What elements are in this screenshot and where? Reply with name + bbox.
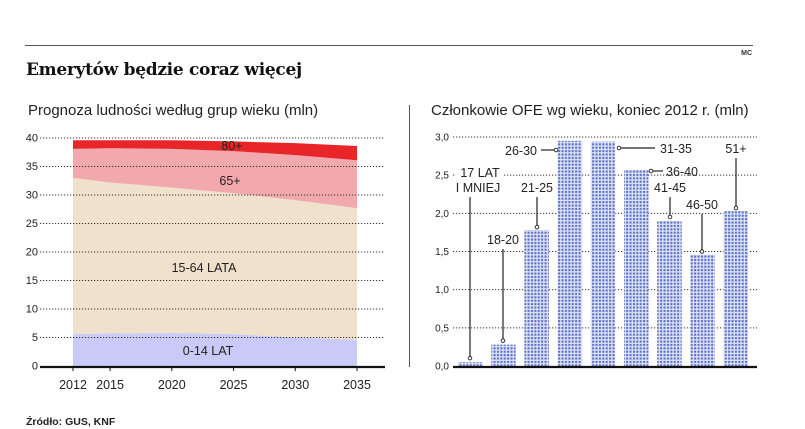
leader-dot [467, 355, 473, 361]
leader-dot [500, 338, 506, 343]
y-tick-label: 0 [32, 361, 38, 373]
area-80-plus [73, 140, 357, 161]
bar-4 [557, 140, 583, 366]
area-15-64 [73, 177, 357, 340]
bar-1 [458, 362, 483, 366]
leader-dot [667, 214, 673, 220]
bar-label: 41-45 [654, 181, 686, 195]
bar-label: 17 LAT [460, 166, 500, 180]
bar-5 [590, 141, 616, 366]
label-bg [456, 167, 504, 181]
leader-dot [648, 168, 654, 174]
bar-6 [624, 169, 649, 366]
bar-label: 46-50 [686, 198, 718, 212]
leader-dot [733, 205, 739, 211]
y-tick-label: 10 [26, 304, 38, 316]
bar-8 [690, 254, 715, 366]
bar-label: 18-20 [487, 233, 519, 247]
x-tick-label: 2025 [220, 378, 248, 392]
y-tick-label: 2,0 [435, 209, 449, 220]
bar-label: 51+ [725, 142, 746, 156]
author-credit: MC [741, 50, 752, 57]
bar-2 [491, 344, 516, 366]
left-chart-title: Prognoza ludności według grup wieku (mln… [28, 102, 319, 119]
y-tick-label: 3,0 [435, 133, 449, 144]
y-tick-label: 35 [26, 161, 38, 173]
bar-9 [723, 211, 749, 366]
area-0-14 [73, 332, 357, 366]
x-tick-label: 2012 [59, 378, 87, 392]
leader-dot [553, 147, 559, 153]
label-0-14: 0-14 LAT [183, 344, 234, 358]
y-tick-label: 25 [26, 218, 38, 230]
leader-dot [699, 249, 705, 254]
bar-label: 31-35 [660, 142, 692, 156]
y-tick-label: 30 [26, 190, 38, 202]
y-tick-label: 1,0 [435, 285, 449, 296]
y-tick-label: 2,5 [435, 171, 449, 182]
bar-label: 26-30 [505, 144, 537, 158]
right-chart-title: Członkowie OFE wg wieku, koniec 2012 r. … [431, 102, 749, 119]
x-tick-label: 2030 [281, 378, 309, 392]
bar-7 [657, 220, 682, 366]
chart-divider [409, 105, 410, 367]
label-65-plus: 65+ [219, 174, 240, 188]
x-tick-label: 2020 [158, 378, 186, 392]
bar-3 [524, 230, 549, 366]
y-tick-label: 0,0 [435, 362, 449, 373]
bar-label: I MNIEJ [456, 181, 500, 195]
source-note: Źródło: GUS, KNF [26, 416, 116, 428]
y-tick-label: 40 [26, 133, 38, 145]
leader-dot [534, 224, 540, 230]
bar-label: 36-40 [666, 165, 698, 179]
top-rule [25, 45, 753, 46]
y-tick-label: 5 [32, 332, 38, 344]
label-15-64: 15-64 LATA [172, 261, 238, 275]
x-tick-label: 2035 [343, 378, 371, 392]
label-80-plus: 80+ [221, 139, 242, 153]
bar-label: 21-25 [521, 181, 553, 195]
area-65-plus [73, 148, 357, 209]
y-tick-label: 15 [26, 275, 38, 287]
y-tick-label: 20 [26, 247, 38, 259]
page-title: Emerytów będzie coraz więcej [26, 60, 302, 80]
y-tick-label: 0,5 [435, 323, 449, 334]
leader-dot [616, 145, 622, 151]
x-tick-label: 2015 [96, 378, 124, 392]
y-tick-label: 1,5 [435, 247, 449, 258]
